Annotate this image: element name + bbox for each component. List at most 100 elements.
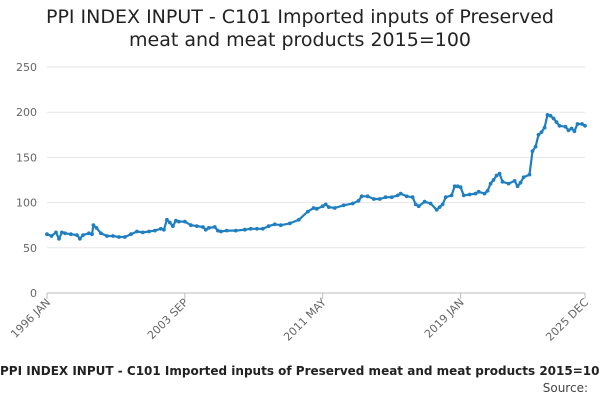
data-point-102[interactable] [536, 132, 541, 137]
data-point-17[interactable] [117, 235, 121, 239]
data-point-111[interactable] [566, 128, 571, 133]
data-point-81[interactable] [455, 184, 460, 189]
data-point-75[interactable] [434, 207, 439, 212]
data-point-22[interactable] [147, 229, 151, 234]
data-point-113[interactable] [572, 129, 577, 134]
data-point-93[interactable] [500, 179, 505, 184]
data-point-79[interactable] [449, 193, 454, 198]
data-point-42[interactable] [242, 227, 247, 232]
data-point-85[interactable] [473, 191, 478, 196]
data-point-78[interactable] [443, 195, 448, 200]
data-point-40[interactable] [224, 228, 229, 233]
data-point-25[interactable] [162, 227, 166, 232]
data-point-59[interactable] [350, 201, 355, 206]
data-point-64[interactable] [377, 197, 382, 201]
data-point-10[interactable] [87, 231, 91, 236]
data-point-82[interactable] [458, 185, 463, 190]
data-point-46[interactable] [266, 224, 271, 229]
data-point-48[interactable] [278, 223, 283, 228]
data-point-63[interactable] [371, 197, 376, 201]
data-point-99[interactable] [527, 172, 532, 177]
data-point-97[interactable] [518, 180, 523, 185]
data-point-52[interactable] [311, 206, 316, 210]
data-point-84[interactable] [467, 192, 472, 197]
data-point-3[interactable] [57, 236, 61, 241]
data-point-83[interactable] [461, 193, 466, 198]
data-point-4[interactable] [60, 230, 64, 235]
data-point-90[interactable] [491, 178, 496, 182]
data-point-27[interactable] [167, 220, 172, 225]
data-point-33[interactable] [194, 224, 199, 229]
data-point-39[interactable] [219, 229, 223, 234]
data-point-106[interactable] [548, 113, 553, 118]
data-point-92[interactable] [497, 171, 502, 176]
data-point-109[interactable] [557, 123, 562, 128]
data-point-116[interactable] [583, 123, 587, 128]
data-point-57[interactable] [332, 206, 337, 210]
data-point-108[interactable] [554, 120, 559, 124]
data-point-65[interactable] [383, 195, 388, 200]
data-point-60[interactable] [356, 198, 361, 203]
data-point-89[interactable] [488, 181, 493, 186]
data-point-94[interactable] [506, 181, 511, 186]
data-point-31[interactable] [183, 219, 187, 224]
data-point-23[interactable] [153, 228, 157, 233]
data-point-43[interactable] [248, 226, 253, 231]
data-point-71[interactable] [413, 202, 418, 207]
data-point-76[interactable] [437, 205, 442, 210]
data-point-12[interactable] [91, 223, 96, 228]
data-point-72[interactable] [416, 204, 421, 209]
data-point-103[interactable] [539, 130, 544, 135]
data-point-98[interactable] [521, 175, 526, 180]
data-point-37[interactable] [212, 225, 217, 229]
data-point-28[interactable] [171, 224, 175, 229]
data-point-54[interactable] [320, 204, 325, 209]
data-point-29[interactable] [174, 218, 178, 223]
data-point-66[interactable] [389, 195, 394, 200]
data-point-20[interactable] [135, 229, 139, 234]
data-point-14[interactable] [99, 231, 103, 236]
data-point-1[interactable] [49, 234, 54, 238]
data-point-6[interactable] [69, 232, 73, 237]
data-point-58[interactable] [341, 203, 346, 208]
data-point-30[interactable] [176, 219, 181, 224]
data-point-49[interactable] [287, 221, 292, 226]
data-point-34[interactable] [201, 225, 205, 229]
data-point-69[interactable] [404, 194, 409, 199]
data-point-77[interactable] [440, 202, 445, 207]
data-point-104[interactable] [542, 125, 547, 130]
data-point-62[interactable] [365, 194, 370, 199]
data-point-112[interactable] [569, 126, 574, 131]
data-point-38[interactable] [215, 228, 220, 233]
data-point-115[interactable] [580, 122, 584, 126]
data-point-2[interactable] [54, 230, 58, 235]
data-point-114[interactable] [575, 122, 580, 126]
data-point-9[interactable] [81, 233, 85, 238]
data-point-47[interactable] [272, 222, 277, 227]
data-point-15[interactable] [105, 234, 109, 238]
data-point-101[interactable] [533, 144, 538, 149]
data-point-110[interactable] [563, 124, 568, 129]
data-point-95[interactable] [512, 179, 517, 183]
data-point-16[interactable] [111, 234, 115, 238]
data-point-61[interactable] [359, 194, 364, 199]
data-point-70[interactable] [410, 195, 415, 200]
data-point-87[interactable] [482, 191, 487, 196]
data-point-13[interactable] [94, 226, 99, 230]
data-point-73[interactable] [422, 199, 427, 204]
data-point-53[interactable] [314, 207, 319, 211]
data-point-35[interactable] [203, 227, 208, 232]
data-point-5[interactable] [63, 231, 67, 236]
data-point-8[interactable] [78, 236, 82, 241]
data-point-11[interactable] [90, 232, 94, 237]
data-point-88[interactable] [485, 188, 490, 193]
data-point-7[interactable] [75, 233, 79, 238]
data-point-56[interactable] [326, 205, 331, 210]
data-point-74[interactable] [428, 201, 433, 206]
data-point-45[interactable] [260, 226, 265, 231]
data-point-18[interactable] [123, 235, 127, 239]
data-point-55[interactable] [323, 202, 328, 207]
data-point-86[interactable] [476, 189, 481, 194]
data-point-26[interactable] [165, 217, 169, 222]
data-point-80[interactable] [452, 184, 457, 189]
